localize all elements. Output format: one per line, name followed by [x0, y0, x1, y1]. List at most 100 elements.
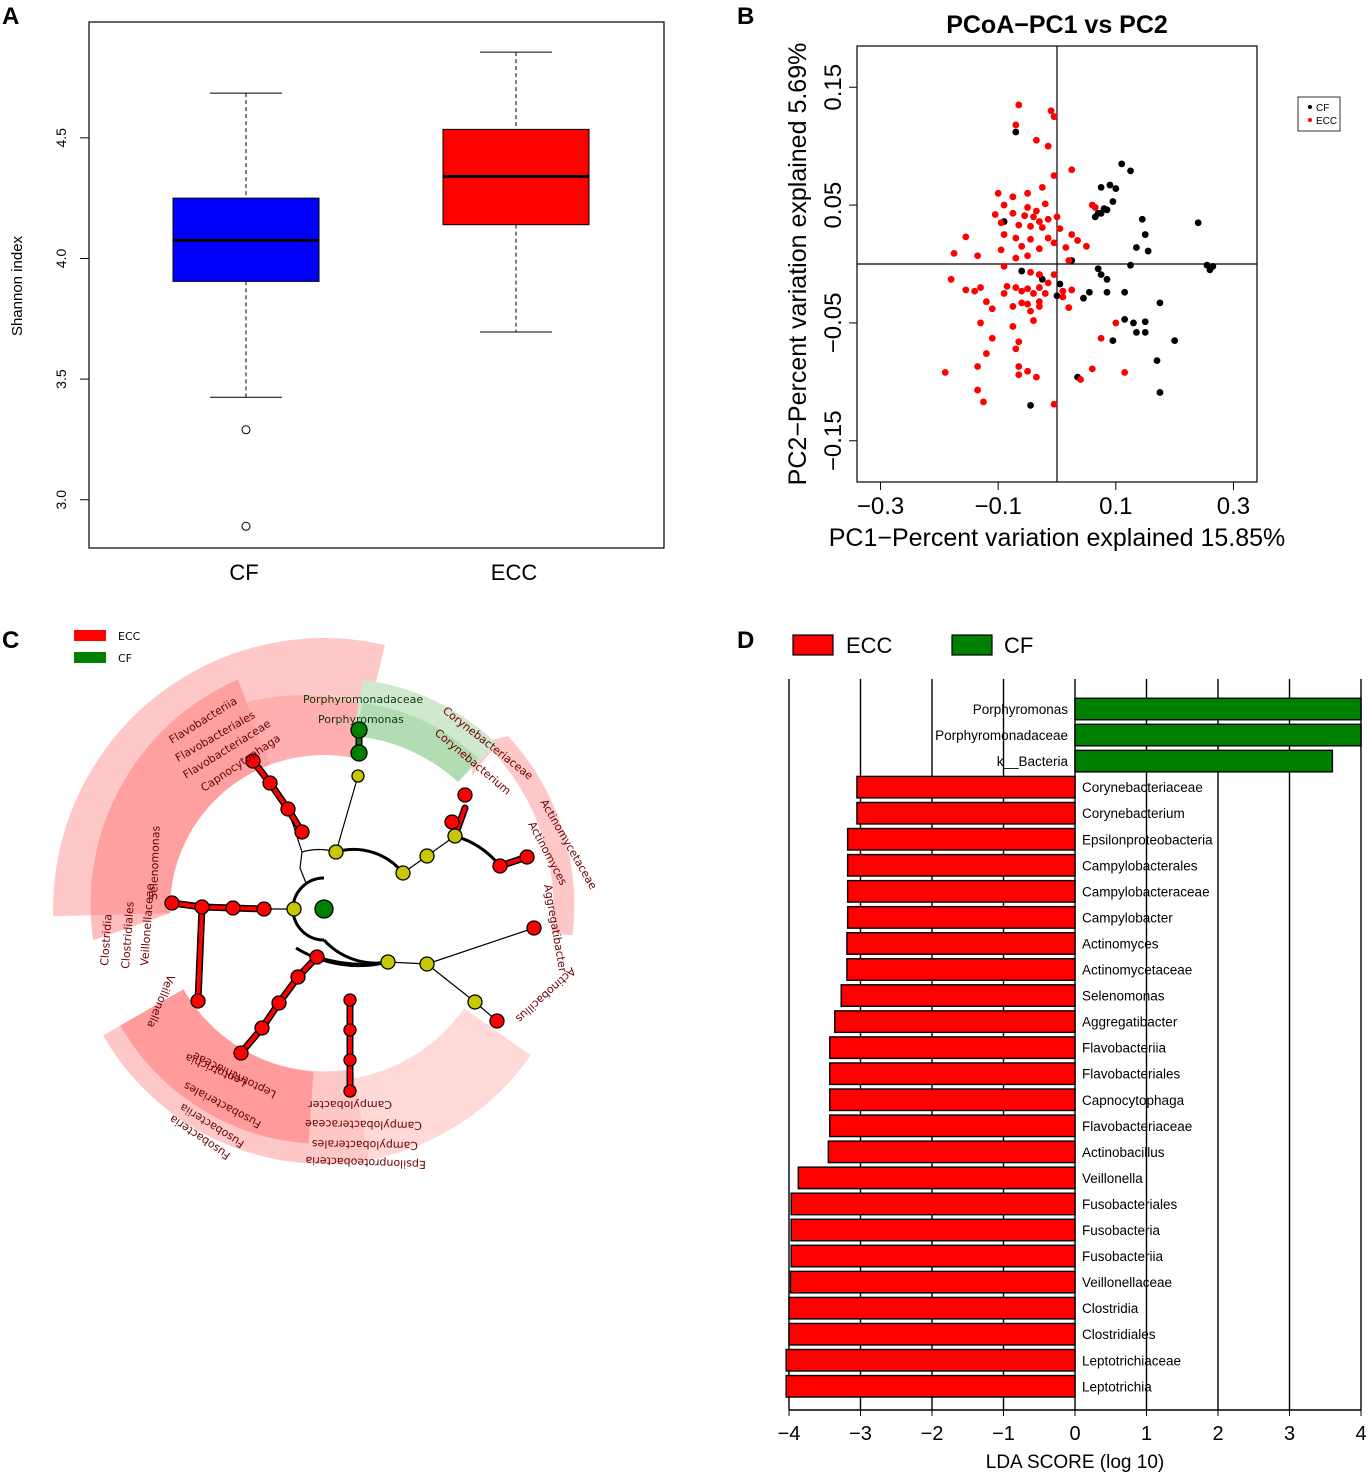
pcoa-ytick-label-0: 0.15 — [820, 64, 847, 111]
lda-bar-12 — [834, 1010, 1076, 1034]
lda-bar-label-25: Leptotrichiaceae — [1082, 1353, 1181, 1368]
pcoa-point-ecc-70 — [1018, 299, 1026, 307]
pcoa-point-ecc-48 — [1000, 262, 1008, 270]
pcoa-xlabel: PC1−Percent variation explained 15.85% — [829, 524, 1286, 552]
lda-bar-17 — [827, 1140, 1076, 1164]
pcoa-point-cf-4 — [1097, 184, 1105, 191]
pcoa-point-ecc-37 — [1091, 204, 1099, 211]
pcoa-point-ecc-90 — [1097, 334, 1105, 342]
lda-bar-8 — [846, 905, 1076, 929]
pcoa-point-ecc-23 — [997, 219, 1005, 227]
pcoa-point-ecc-73 — [1065, 304, 1073, 311]
pcoa-point-ecc-19 — [1030, 213, 1037, 221]
cladogram-nodes — [164, 721, 542, 1098]
lda-bar-1 — [1074, 723, 1362, 747]
pcoa-point-ecc-57 — [1044, 279, 1052, 287]
pcoa-point-ecc-43 — [1065, 257, 1073, 264]
pcoa-point-ecc-64 — [1018, 287, 1026, 295]
pcoa-point-ecc-82 — [1012, 345, 1020, 353]
pcoa-point-ecc-38 — [962, 233, 970, 241]
pcoa-xtick-label-1: −0.1 — [974, 493, 1021, 520]
pcoa-point-ecc-51 — [1050, 271, 1058, 279]
lda-bar-25 — [785, 1348, 1076, 1372]
pcoa-point-ecc-89 — [941, 369, 949, 376]
lda-bar-label-12: Aggregatibacter — [1082, 1015, 1178, 1030]
lda-bar-label-1: Porphyromonadaceae — [935, 728, 1068, 743]
pcoa-point-ecc-47 — [1012, 254, 1020, 262]
node-leptotrichia — [233, 1045, 249, 1061]
pcoa-point-ecc-14 — [1033, 207, 1040, 215]
node-actinobacillus — [489, 1013, 505, 1029]
pcoa-point-cf-23 — [1094, 265, 1102, 273]
lda-bar-label-24: Clostridiales — [1082, 1327, 1156, 1342]
lda-legend-cf-swatch — [951, 634, 993, 656]
pcoa-ylabel: PC2−Percent variation explained 5.69% — [784, 43, 812, 486]
lda-bar-label-20: Fusobacteria — [1082, 1223, 1161, 1238]
pcoa-point-ecc-20 — [1035, 218, 1043, 225]
lda-bar-label-3: Corynebacteriaceae — [1082, 780, 1203, 795]
node-veillonella — [190, 993, 206, 1009]
pcoa-point-ecc-96 — [980, 398, 987, 406]
lda-legend-ecc-swatch — [792, 634, 834, 656]
lda-bar-label-9: Actinomyces — [1082, 936, 1159, 951]
pcoa-legend-ecc-dot — [1308, 118, 1312, 122]
clado-label-veillonellaceae: Veillonellaceae — [138, 883, 157, 966]
lda-bar-label-23: Clostridia — [1082, 1301, 1139, 1316]
node-proteobacteria — [380, 954, 396, 970]
node-actinomyces — [519, 849, 535, 865]
lda-bar-label-18: Veillonella — [1082, 1171, 1143, 1186]
pcoa-point-ecc-17 — [1009, 209, 1017, 217]
pcoa-point-ecc-5 — [1044, 142, 1052, 150]
pcoa-point-ecc-88 — [983, 350, 990, 357]
pcoa-point-cf-40 — [1133, 328, 1140, 336]
pcoa-point-ecc-28 — [1068, 231, 1076, 238]
pcoa-point-ecc-68 — [983, 298, 990, 306]
clado-label-porphyromonadaceae: Porphyromonadaceae — [303, 693, 423, 706]
node-flavobacteriaceae — [262, 775, 278, 791]
cladogram-legend-cf-swatch — [74, 652, 106, 663]
pcoa-point-cf-3 — [1106, 181, 1114, 189]
pcoa-point-cf-0 — [1012, 128, 1020, 136]
lda-bar-18 — [797, 1166, 1076, 1190]
lda-bar-15 — [829, 1088, 1076, 1112]
pcoa-point-ecc-95 — [974, 386, 981, 394]
pcoa-point-cf-15 — [1141, 231, 1149, 238]
pcoa-point-cf-30 — [1103, 288, 1111, 296]
node-pasteurellales — [467, 994, 483, 1010]
pcoa-point-ecc-62 — [977, 284, 984, 291]
lda-bar-4 — [856, 801, 1076, 825]
pcoa-point-ecc-59 — [1068, 286, 1076, 294]
pcoa-point-ecc-31 — [1027, 235, 1034, 243]
pcoa-point-cf-39 — [1141, 328, 1149, 336]
pcoa-point-ecc-80 — [988, 334, 996, 342]
clado-label-porphyromonas: Porphyromonas — [318, 713, 404, 726]
pcoa-point-cf-32 — [1085, 288, 1093, 296]
pcoa-point-ecc-41 — [1035, 245, 1043, 253]
clado-label-selenomonas: Selenomonas — [147, 825, 163, 900]
lda-bar-label-15: Capnocytophaga — [1082, 1093, 1185, 1108]
pcoa-point-cf-28 — [1056, 280, 1064, 288]
pcoa-point-ecc-55 — [1024, 285, 1031, 293]
lda-bar-2 — [1074, 749, 1334, 773]
node-actinobacteria — [419, 848, 435, 864]
node-actinomycetaceae — [492, 858, 508, 874]
cladogram-sectors — [53, 638, 575, 1164]
boxplot-xlabel-cf: CF — [229, 560, 258, 585]
pcoa-point-ecc-97 — [1050, 400, 1058, 408]
pcoa-point-ecc-58 — [1059, 287, 1067, 295]
pcoa-point-ecc-93 — [1121, 369, 1129, 376]
pcoa-point-ecc-84 — [1015, 371, 1023, 379]
node-selenomonas — [164, 895, 180, 911]
lda-bar-label-5: Epsilonproteobacteria — [1082, 832, 1213, 847]
pcoa-point-ecc-86 — [1033, 373, 1040, 381]
pcoa-point-cf-45 — [1156, 389, 1164, 396]
lda-bar-label-26: Leptotrichia — [1082, 1379, 1152, 1394]
lda-xtick-label-0: −4 — [778, 1423, 801, 1445]
node-actino-phylum — [395, 865, 411, 881]
lda-bar-label-22: Veillonellaceae — [1082, 1275, 1172, 1290]
pcoa-point-ecc-21 — [1044, 215, 1052, 223]
lda-xtick-label-8: 4 — [1355, 1423, 1366, 1445]
pcoa-point-ecc-56 — [1035, 284, 1043, 291]
pcoa-point-cf-31 — [1121, 288, 1129, 296]
pcoa-legend: CF ECC — [1297, 96, 1341, 132]
